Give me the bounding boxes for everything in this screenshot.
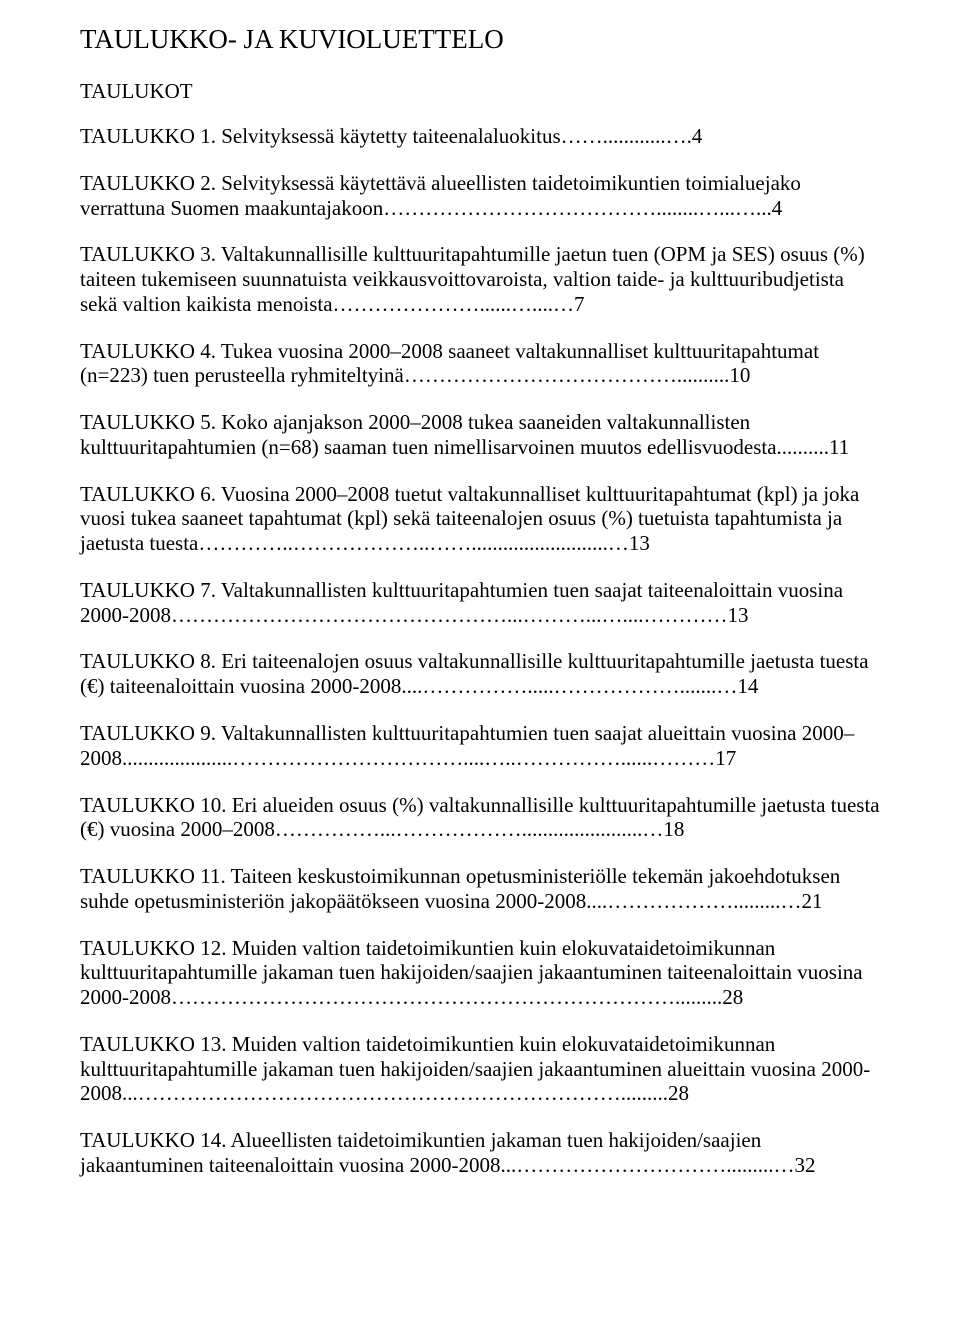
document-page: TAULUKKO- JA KUVIOLUETTELO TAULUKOT TAUL… xyxy=(0,0,960,1240)
toc-entry-label: TAULUKKO 8. xyxy=(80,649,216,673)
toc-entry-label: TAULUKKO 7. xyxy=(80,578,216,602)
page-title: TAULUKKO- JA KUVIOLUETTELO xyxy=(80,24,880,55)
toc-entry: TAULUKKO 2. Selvityksessä käytettävä alu… xyxy=(80,171,880,221)
section-subtitle: TAULUKOT xyxy=(80,79,880,104)
toc-entry-text: Selvityksessä käytetty taiteenalaluokitu… xyxy=(216,124,702,148)
toc-entry: TAULUKKO 13. Muiden valtion taidetoimiku… xyxy=(80,1032,880,1106)
toc-entry: TAULUKKO 11. Taiteen keskustoimikunnan o… xyxy=(80,864,880,914)
toc-entry: TAULUKKO 3. Valtakunnallisille kulttuuri… xyxy=(80,242,880,316)
toc-entry: TAULUKKO 1. Selvityksessä käytetty taite… xyxy=(80,124,880,149)
toc-entry: TAULUKKO 10. Eri alueiden osuus (%) valt… xyxy=(80,793,880,843)
toc-entry-label: TAULUKKO 1. xyxy=(80,124,216,148)
toc-entry-label: TAULUKKO 6. xyxy=(80,482,216,506)
toc-entry-label: TAULUKKO 12. xyxy=(80,936,226,960)
toc-entry-label: TAULUKKO 4. xyxy=(80,339,216,363)
toc-entry-label: TAULUKKO 14. xyxy=(80,1128,226,1152)
toc-entry: TAULUKKO 9. Valtakunnallisten kulttuurit… xyxy=(80,721,880,771)
toc-entry: TAULUKKO 6. Vuosina 2000–2008 tuetut val… xyxy=(80,482,880,556)
toc-entry-label: TAULUKKO 3. xyxy=(80,242,216,266)
toc-entry-label: TAULUKKO 11. xyxy=(80,864,226,888)
toc-list: TAULUKKO 1. Selvityksessä käytetty taite… xyxy=(80,124,880,1178)
toc-entry: TAULUKKO 5. Koko ajanjakson 2000–2008 tu… xyxy=(80,410,880,460)
toc-entry: TAULUKKO 4. Tukea vuosina 2000–2008 saan… xyxy=(80,339,880,389)
toc-entry: TAULUKKO 14. Alueellisten taidetoimikunt… xyxy=(80,1128,880,1178)
toc-entry: TAULUKKO 7. Valtakunnallisten kulttuurit… xyxy=(80,578,880,628)
toc-entry-label: TAULUKKO 5. xyxy=(80,410,216,434)
toc-entry-label: TAULUKKO 2. xyxy=(80,171,216,195)
toc-entry: TAULUKKO 12. Muiden valtion taidetoimiku… xyxy=(80,936,880,1010)
toc-entry-label: TAULUKKO 9. xyxy=(80,721,216,745)
toc-entry-label: TAULUKKO 10. xyxy=(80,793,226,817)
toc-entry: TAULUKKO 8. Eri taiteenalojen osuus valt… xyxy=(80,649,880,699)
toc-entry-label: TAULUKKO 13. xyxy=(80,1032,226,1056)
